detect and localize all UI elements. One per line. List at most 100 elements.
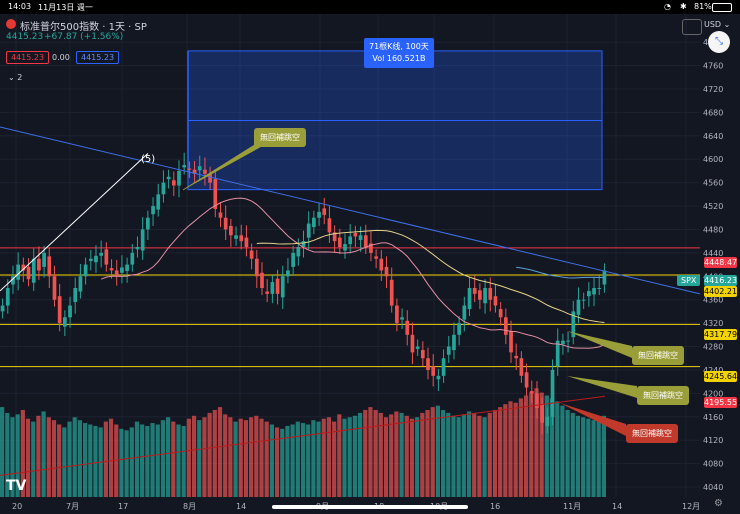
candle-body bbox=[493, 296, 498, 306]
candle-body bbox=[332, 232, 337, 242]
candle-body bbox=[503, 317, 508, 335]
gap-callout-4[interactable]: 無回補跳空 bbox=[626, 424, 678, 443]
volume-bar bbox=[549, 398, 555, 497]
candle-body bbox=[104, 249, 109, 265]
volume-bar bbox=[409, 418, 415, 497]
candle-body bbox=[488, 287, 493, 300]
volume-bar bbox=[114, 424, 119, 497]
candle-body bbox=[540, 404, 544, 423]
currency-selector[interactable]: USD ⌄ bbox=[704, 20, 730, 29]
volume-bar bbox=[316, 421, 321, 497]
candle-body bbox=[229, 225, 233, 236]
callout-pointer bbox=[567, 376, 637, 398]
candle-body bbox=[581, 299, 586, 301]
candle-body bbox=[337, 237, 342, 248]
price-tag-4317: 4317.79 bbox=[704, 329, 738, 340]
candle-body bbox=[446, 346, 451, 355]
volume-bar bbox=[498, 407, 503, 497]
volume-bar bbox=[67, 421, 72, 497]
volume-bar bbox=[492, 410, 498, 497]
tradingview-logo: TV bbox=[6, 478, 27, 494]
volume-bar bbox=[0, 407, 5, 497]
candle-body bbox=[529, 391, 534, 394]
gap-callout-2[interactable]: 無回補跳空 bbox=[632, 346, 684, 365]
volume-bar bbox=[171, 421, 176, 497]
candle-body bbox=[379, 258, 384, 271]
y-tick-label: 4240 bbox=[703, 366, 723, 375]
candle-body bbox=[369, 243, 373, 253]
bluetooth-icon: ✱ bbox=[680, 2, 687, 11]
status-bar: 14:03 11月13日 週一 ◔ ✱ 81% bbox=[0, 0, 740, 14]
volume-bar bbox=[10, 417, 15, 497]
candle-body bbox=[78, 276, 83, 292]
candle-body bbox=[457, 323, 461, 335]
candle-body bbox=[94, 255, 98, 263]
symbol-tag: SPX bbox=[677, 275, 701, 286]
volume-bar bbox=[373, 410, 378, 497]
volume-bar bbox=[326, 417, 332, 497]
volume-bar bbox=[591, 420, 596, 497]
range-bars: 71根K线, 100天 bbox=[369, 42, 429, 51]
volume-bar bbox=[155, 424, 160, 497]
candle-body bbox=[384, 266, 389, 277]
candle-body bbox=[156, 194, 161, 210]
volume-bar bbox=[321, 418, 326, 497]
volume-bar bbox=[223, 414, 228, 497]
volume-bar bbox=[150, 423, 155, 497]
x-tick-label: 16 bbox=[490, 502, 500, 511]
candle-body bbox=[296, 247, 301, 257]
gap-callout-3[interactable]: 無回補跳空 bbox=[637, 386, 689, 405]
moving-average-50 bbox=[256, 229, 605, 323]
candle-body bbox=[478, 290, 482, 300]
candle-body bbox=[182, 165, 187, 168]
status-time: 14:03 bbox=[8, 2, 32, 11]
candle-body bbox=[550, 369, 555, 417]
sell-price-box[interactable]: 4415.23 bbox=[6, 51, 50, 64]
indicator-toggle[interactable]: ⌄ 2 bbox=[8, 73, 22, 82]
candle-body bbox=[353, 232, 358, 237]
candle-body bbox=[327, 218, 332, 233]
volume-bar bbox=[544, 395, 549, 497]
volume-bar bbox=[368, 407, 373, 497]
candle-body bbox=[218, 212, 223, 218]
auto-scale-icon[interactable]: ⤡ bbox=[708, 31, 730, 53]
gap-callout-1[interactable]: 無回補跳空 bbox=[254, 128, 306, 147]
buy-price-box[interactable]: 4415.23 bbox=[76, 51, 120, 64]
candle-body bbox=[410, 334, 415, 353]
candle-body bbox=[519, 358, 524, 376]
volume-bar bbox=[555, 401, 560, 497]
volume-bar bbox=[233, 421, 238, 497]
candle-body bbox=[509, 331, 513, 353]
volume-bar bbox=[51, 420, 57, 497]
volume-bar bbox=[565, 410, 570, 497]
volume-bar bbox=[145, 425, 150, 497]
candle-body bbox=[498, 309, 503, 318]
volume-bar bbox=[249, 417, 254, 497]
volume-bar bbox=[570, 412, 575, 497]
volume-bar bbox=[166, 417, 171, 497]
candle-body bbox=[415, 346, 420, 349]
candle-body bbox=[203, 169, 207, 174]
volume-bar bbox=[378, 412, 383, 497]
candle-body bbox=[83, 264, 88, 277]
settings-icon[interactable]: ⚙ bbox=[714, 498, 723, 509]
candle-body bbox=[88, 258, 93, 262]
volume-bar bbox=[586, 418, 591, 497]
y-tick-label: 4600 bbox=[703, 155, 723, 164]
volume-bar bbox=[461, 414, 466, 497]
volume-bar bbox=[46, 417, 51, 497]
volume-bar bbox=[181, 425, 186, 497]
volume-bar bbox=[487, 412, 492, 497]
volume-bar bbox=[472, 412, 477, 497]
volume-bar bbox=[306, 424, 311, 497]
candle-body bbox=[47, 256, 52, 277]
wave-line bbox=[0, 152, 149, 292]
candle-body bbox=[566, 340, 570, 342]
chart-title[interactable]: 标准普尔500指数 · 1天 · SP bbox=[20, 22, 147, 33]
candle-body bbox=[161, 182, 166, 195]
volume-bar bbox=[160, 420, 166, 497]
candle-body bbox=[312, 217, 316, 228]
screenshot-icon[interactable] bbox=[682, 19, 702, 35]
y-tick-label: 4440 bbox=[703, 249, 723, 258]
